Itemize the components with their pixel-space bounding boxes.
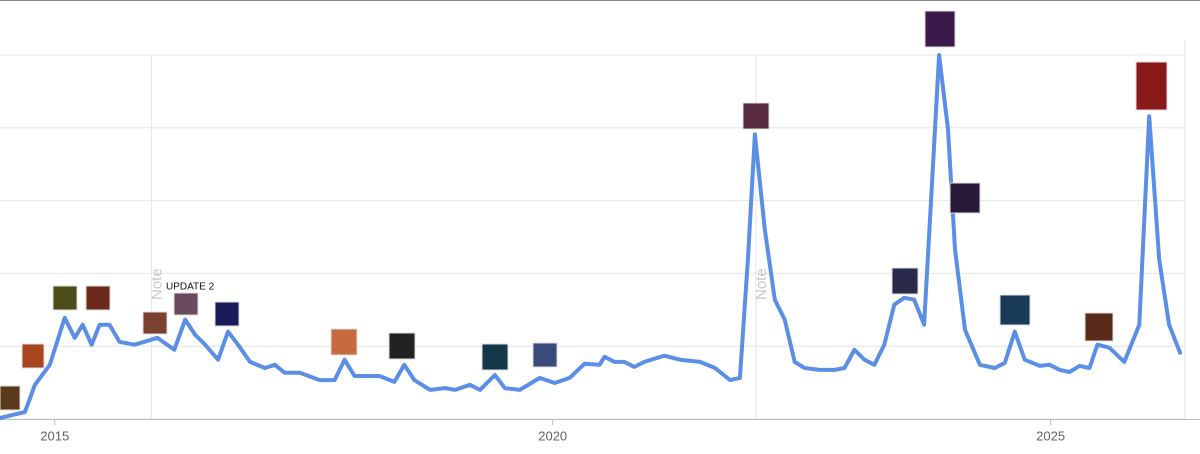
trend-line <box>0 53 1183 420</box>
update-label: UPDATE 2 <box>166 282 215 293</box>
x-tick-label: 2015 <box>40 428 69 443</box>
thumbnail <box>388 332 416 360</box>
note-label: Note <box>753 268 770 300</box>
thumbnail <box>742 102 770 130</box>
thumbnail <box>924 10 956 48</box>
thumbnail <box>481 343 509 371</box>
thumbnail <box>1084 312 1114 342</box>
thumbnail <box>214 301 240 327</box>
thumbnail <box>532 342 558 368</box>
thumbnail <box>0 385 21 411</box>
x-tick-label: 2020 <box>538 428 567 443</box>
thumbnail <box>891 267 919 295</box>
thumbnail <box>330 328 358 356</box>
thumbnail <box>173 292 199 316</box>
thumbnail <box>52 285 78 311</box>
x-tick-label: 2025 <box>1036 428 1065 443</box>
thumbnail <box>21 343 45 369</box>
thumbnail <box>999 294 1031 326</box>
note-label: Note <box>148 268 165 300</box>
thumbnail <box>142 311 168 335</box>
thumbnail <box>85 285 111 311</box>
thumbnail <box>949 182 981 214</box>
thumbnail <box>1135 61 1168 111</box>
